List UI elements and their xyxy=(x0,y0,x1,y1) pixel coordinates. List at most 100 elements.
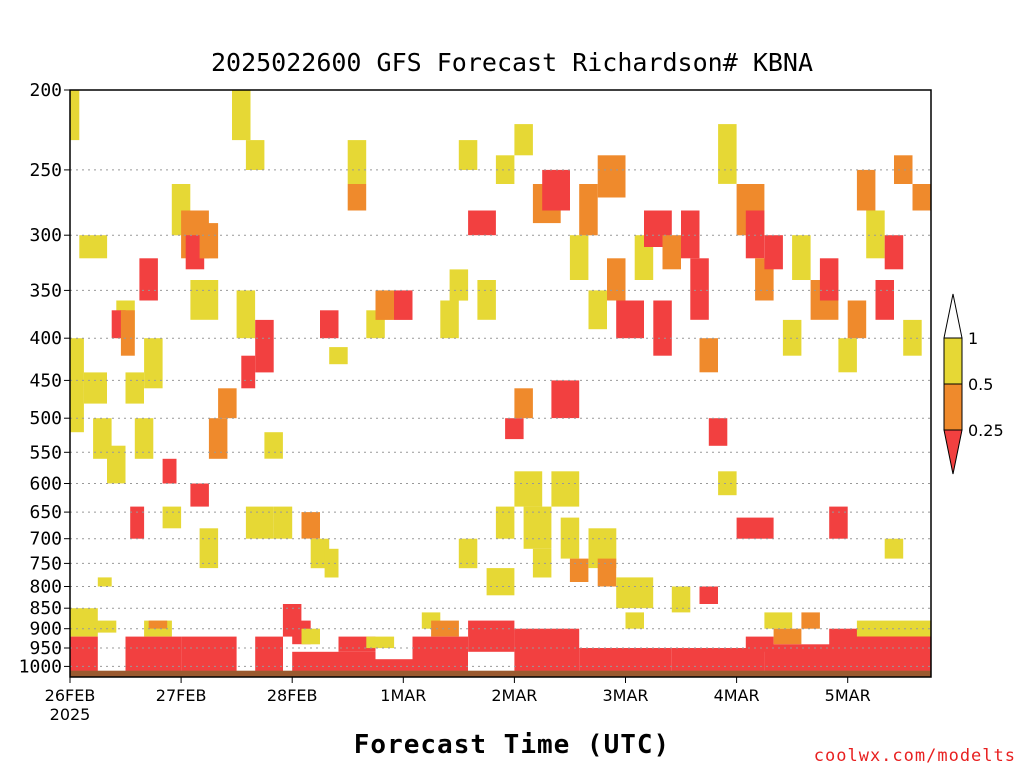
heatmap-cell xyxy=(801,612,820,629)
heatmap-cell xyxy=(93,418,112,459)
heatmap-cell xyxy=(514,388,533,419)
y-tick-label: 800 xyxy=(29,577,62,598)
heatmap-cell xyxy=(218,388,237,419)
heatmap-cell xyxy=(70,338,84,433)
legend-swatch-05-1 xyxy=(943,337,963,385)
heatmap-cell xyxy=(185,235,205,270)
legend-label-1: 1 xyxy=(968,329,978,348)
y-tick-label: 750 xyxy=(29,553,62,574)
heatmap-cell xyxy=(718,471,737,496)
heatmap-cell xyxy=(162,506,182,529)
heatmap-cell xyxy=(597,558,617,587)
heatmap-cell xyxy=(773,628,802,645)
x-tick-label: 5MAR xyxy=(825,686,871,705)
heatmap-cell xyxy=(616,577,654,609)
heatmap-cell xyxy=(477,280,496,320)
heatmap-cell xyxy=(588,290,607,330)
heatmap-cell xyxy=(569,558,589,582)
heatmap-cell xyxy=(412,636,468,677)
heatmap-cell xyxy=(199,223,219,259)
heatmap-cell xyxy=(514,124,533,156)
heatmap-cell xyxy=(245,140,265,170)
heatmap-cell xyxy=(301,512,320,539)
heatmap-cell xyxy=(329,347,348,365)
x-tick-label: 26FEB xyxy=(45,686,96,705)
heatmap-cell xyxy=(532,548,552,578)
heatmap-cell xyxy=(79,235,108,259)
heatmap-cell xyxy=(764,235,783,270)
heatmap-cell xyxy=(320,310,339,339)
heatmap-cell xyxy=(273,506,293,539)
heatmap-cell xyxy=(347,140,367,184)
heatmap-cell xyxy=(394,290,413,320)
x-tick-label: 4MAR xyxy=(714,686,760,705)
heatmap-cell xyxy=(366,636,395,649)
heatmap-cell xyxy=(440,300,459,339)
heatmap-cell xyxy=(514,628,580,677)
y-tick-label: 850 xyxy=(29,598,62,619)
heatmap-cell xyxy=(486,568,515,596)
heatmap-cell xyxy=(708,418,728,446)
heatmap-cell xyxy=(551,471,580,507)
heatmap-cell xyxy=(70,636,98,677)
heatmap-cell xyxy=(653,300,672,356)
heatmap-cell xyxy=(523,506,552,549)
heatmap-cell xyxy=(616,300,644,339)
ground-layer xyxy=(70,670,931,677)
heatmap-cell xyxy=(130,506,145,539)
y-tick-label: 400 xyxy=(29,328,62,349)
heatmap-cell xyxy=(894,155,913,184)
heatmap-cell xyxy=(458,140,478,170)
heatmap-cell xyxy=(468,210,496,236)
heatmap-cell xyxy=(245,506,274,539)
heatmap-cell xyxy=(88,620,117,633)
credit-link[interactable]: coolwx.com/modelts xyxy=(813,746,1016,766)
heatmap-cell xyxy=(736,517,774,539)
heatmap-cell xyxy=(569,235,589,280)
heatmap-cell xyxy=(607,258,626,301)
heatmap-cell xyxy=(97,577,112,587)
heatmap-cell xyxy=(120,310,135,356)
x-tick-label: 2MAR xyxy=(491,686,537,705)
heatmap-cell xyxy=(495,506,515,539)
heatmap-cell xyxy=(662,235,681,270)
x-tick-label: 3MAR xyxy=(602,686,648,705)
chart-title: 2025022600 GFS Forecast Richardson# KBNA xyxy=(210,48,814,77)
legend: 1 0.5 0.25 xyxy=(943,293,1004,475)
y-tick-label: 550 xyxy=(29,442,62,463)
heatmap-cell xyxy=(579,184,598,236)
heatmap-cell xyxy=(83,372,107,404)
heatmap-cell xyxy=(838,338,857,373)
heatmap-cell xyxy=(718,124,737,184)
heatmap-cell xyxy=(458,538,478,569)
x-axis-label: Forecast Time (UTC) xyxy=(353,730,671,760)
heatmap-cell xyxy=(792,235,811,280)
heatmap-cell xyxy=(856,169,876,211)
heatmap-cell xyxy=(144,338,163,389)
plot-frame xyxy=(69,89,932,678)
heatmap-cell xyxy=(431,620,459,637)
y-tick-label: 200 xyxy=(29,80,62,101)
heatmap-cell xyxy=(310,538,330,569)
heatmap-cell xyxy=(542,169,570,211)
legend-label-025: 0.25 xyxy=(968,421,1004,440)
y-tick-label: 350 xyxy=(29,280,62,301)
heatmap-cell xyxy=(468,620,515,652)
heatmap-cell xyxy=(671,586,691,613)
heatmap-cell xyxy=(514,471,543,507)
x-tick-label: 1MAR xyxy=(380,686,426,705)
heatmap-cell xyxy=(255,319,274,373)
heatmap-cell xyxy=(236,290,256,339)
heatmap-cell xyxy=(70,90,80,141)
heatmap-cell xyxy=(912,184,931,211)
legend-label-05: 0.5 xyxy=(968,375,993,394)
y-tick-label: 600 xyxy=(29,474,62,495)
heatmap-cells xyxy=(70,90,931,677)
y-tick-label: 450 xyxy=(29,370,62,391)
heatmap-cell xyxy=(181,636,237,677)
heatmap-cell xyxy=(125,636,181,677)
heatmap-cell xyxy=(255,636,283,677)
heatmap-cell xyxy=(208,418,228,459)
